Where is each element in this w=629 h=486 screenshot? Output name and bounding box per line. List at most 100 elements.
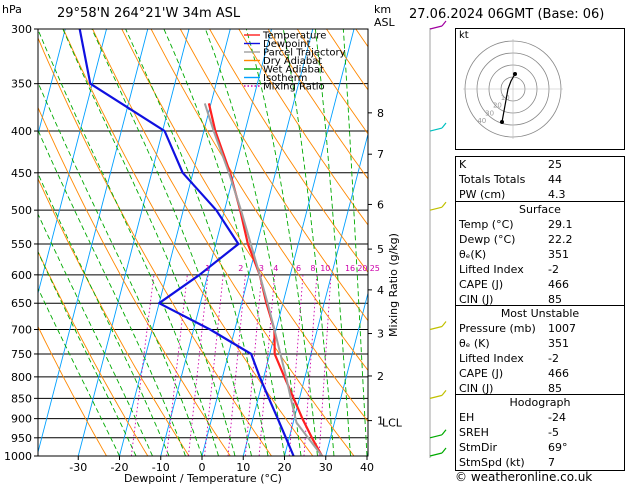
- row-key: Lifted Index: [459, 352, 524, 365]
- dry-adiabat: [38, 250, 149, 456]
- background-lines: [38, 29, 368, 456]
- pressure-tick-label: 650: [11, 297, 32, 310]
- pressure-tick-label: 300: [11, 23, 32, 36]
- hodograph-unit: kt: [459, 30, 469, 41]
- wind-barb: [429, 127, 443, 132]
- most-unstable-title: Most Unstable: [500, 307, 580, 320]
- pressure-tick-label: 850: [11, 392, 32, 405]
- dry-adiabat: [121, 29, 368, 423]
- legend-label: Parcel Trajectory: [263, 48, 346, 59]
- hodograph-trace: [501, 73, 516, 123]
- legend-label: Isotherm: [263, 73, 307, 84]
- table-row: CIN (J) 85: [456, 292, 624, 307]
- mixing-ratio-label: 20: [357, 264, 367, 273]
- table-row: StmDir 69°: [456, 440, 624, 455]
- row-key: CAPE (J): [459, 367, 504, 380]
- temp-tick-label: 20: [278, 461, 292, 474]
- km-tick-label: 3: [377, 328, 384, 341]
- asl-label: ASL: [374, 16, 395, 29]
- km-tick-label: 7: [377, 148, 384, 161]
- hodograph-ring-label: 20: [493, 102, 502, 110]
- isotherm-line: [38, 29, 149, 454]
- legend-label: Dry Adiabat: [263, 56, 322, 67]
- mixing-ratio-axis-label: Mixing Ratio (g/kg): [387, 233, 400, 337]
- row-key: SREH: [459, 426, 489, 439]
- table-row: Temp (°C) 29.1: [456, 217, 624, 232]
- pressure-tick-label: 1000: [4, 450, 32, 463]
- row-value: 85: [548, 293, 562, 306]
- isotherm-line: [325, 291, 368, 456]
- pressure-tick-label: 750: [11, 348, 32, 361]
- wind-barb-flag: [441, 429, 447, 436]
- hodograph-point: [500, 120, 504, 124]
- dewpoint-line: [78, 29, 295, 456]
- isotherm-line: [77, 29, 190, 456]
- hodograph-params-table: Hodograph EH -24 SREH -5 StmDir 69° StmSpd (kt…: [455, 394, 625, 471]
- hodograph-point: [513, 72, 517, 76]
- wet-adiabat: [38, 251, 137, 456]
- pressure-tick-label: 350: [11, 78, 32, 91]
- lcl-label: LCL: [382, 417, 403, 430]
- mixing-ratio-label: 3: [259, 264, 264, 273]
- row-value: 466: [548, 278, 569, 291]
- row-key: Temp (°C): [459, 218, 514, 231]
- pressure-tick-label: 900: [11, 413, 32, 426]
- row-key: Pressure (mb): [459, 322, 536, 335]
- row-value: 4.3: [548, 188, 566, 201]
- row-value: 29.1: [548, 218, 573, 231]
- surface-title: Surface: [519, 203, 561, 216]
- mixing-ratio-label: 1: [205, 264, 210, 273]
- pressure-tick-label: 450: [11, 167, 32, 180]
- km-tick-label: 1: [377, 415, 384, 428]
- wind-barb: [429, 25, 443, 30]
- row-value: 85: [548, 382, 562, 395]
- km-tick-label: 8: [377, 107, 384, 120]
- row-value: -2: [548, 352, 559, 365]
- wet-adiabat: [342, 29, 368, 456]
- mixing-ratio-line: [204, 274, 224, 456]
- parcel-trajectory-line: [203, 103, 323, 456]
- temp-tick-label: -30: [69, 461, 87, 474]
- row-value: 22.2: [548, 233, 573, 246]
- row-key: θₑ (K): [459, 337, 490, 350]
- row-key: Lifted Index: [459, 263, 524, 276]
- mixing-ratio-line: [244, 274, 263, 456]
- wind-barb-flag: [441, 447, 447, 454]
- dry-adiabat: [179, 29, 368, 322]
- footer-credit: © weatheronline.co.uk: [455, 470, 593, 484]
- table-row: Totals Totals 44: [456, 172, 624, 187]
- temp-tick-label: -10: [152, 461, 170, 474]
- wet-adiabat: [38, 172, 170, 456]
- row-value: 466: [548, 367, 569, 380]
- table-row: Dewp (°C) 22.2: [456, 232, 624, 247]
- hodograph-ring-label: 40: [477, 117, 486, 125]
- legend-label: Mixing Ratio: [263, 82, 325, 93]
- row-key: CAPE (J): [459, 278, 504, 291]
- dry-adiabat: [38, 36, 272, 456]
- isotherm-line: [119, 29, 231, 456]
- dry-adiabat: [38, 177, 190, 456]
- isotherm-line: [201, 29, 314, 456]
- table-row: EH -24: [456, 410, 624, 425]
- row-value: -5: [548, 426, 559, 439]
- pressure-tick-label: 600: [11, 269, 32, 282]
- legend-label: Temperature: [262, 31, 326, 42]
- pressure-tick-label: 400: [11, 125, 32, 138]
- pressure-tick-label: 950: [11, 432, 32, 445]
- mixing-ratio-line: [130, 274, 155, 456]
- axes: 3003504004505005506006507007508008509009…: [4, 23, 403, 474]
- wind-barb: [429, 394, 443, 399]
- mixing-ratio-label: 2: [238, 264, 243, 273]
- wet-adiabat: [38, 29, 219, 456]
- wet-adiabat: [204, 29, 302, 456]
- profile-lines: [78, 29, 323, 456]
- row-key: θₑ(K): [459, 248, 487, 261]
- table-row: θₑ(K) 351: [456, 247, 624, 262]
- hpa-label: hPa: [2, 3, 22, 16]
- wet-adiabat: [62, 29, 236, 456]
- row-key: StmSpd (kt): [459, 456, 525, 469]
- dry-adiabat: [150, 29, 368, 372]
- wet-adiabat: [38, 213, 153, 456]
- wind-barbs: [429, 20, 447, 458]
